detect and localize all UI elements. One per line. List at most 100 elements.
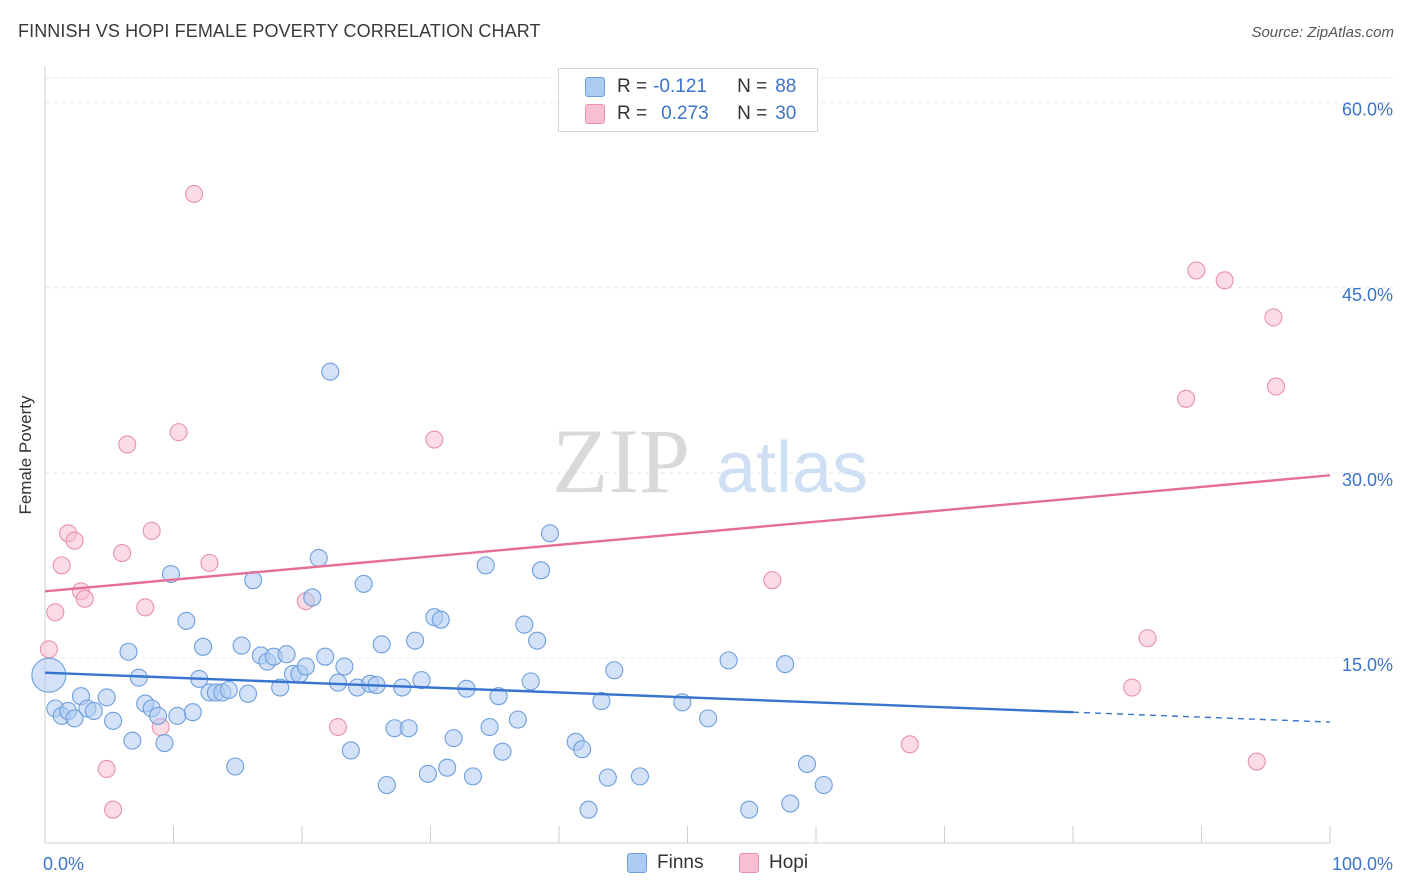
finns-point — [194, 637, 213, 656]
finns-point — [406, 631, 425, 650]
finns-point — [418, 764, 437, 783]
y-tick-label: 45.0% — [1342, 285, 1393, 305]
legend-finns-r: -0.121 — [653, 76, 707, 97]
finns-legend-label: Finns — [657, 852, 704, 873]
legend-r-label: R = — [617, 103, 648, 124]
hopi-point — [65, 531, 84, 550]
bottom-legend-hopi: Hopi — [739, 852, 808, 874]
finns-swatch — [585, 77, 605, 97]
finns-point — [781, 794, 800, 813]
trend-lines — [44, 474, 1331, 723]
finns-point — [412, 671, 431, 690]
finns-point — [149, 706, 168, 725]
hopi-point — [1266, 377, 1286, 396]
source-label: Source: ZipAtlas.com — [1251, 24, 1394, 41]
hopi-point — [185, 184, 204, 204]
watermark: ZIP atlas — [552, 410, 868, 512]
hopi-point — [75, 589, 94, 608]
finns-point — [489, 687, 508, 706]
hopi-point — [46, 603, 65, 622]
finns-point — [226, 757, 245, 776]
finns-point — [316, 647, 335, 666]
hopi-point — [1264, 308, 1283, 327]
hopi-point — [52, 556, 71, 575]
finns-point — [531, 561, 551, 580]
finns-point — [444, 729, 463, 748]
finns-point — [232, 636, 251, 655]
finns-point — [84, 701, 103, 721]
hopi-point — [425, 430, 444, 449]
finns-point — [219, 680, 238, 700]
watermark-atlas: atlas — [716, 428, 868, 508]
finns-point — [476, 556, 495, 575]
finns-point — [431, 610, 450, 629]
correlation-legend: R = -0.121 N = 88 R = 0.273 N = 30 — [558, 68, 818, 132]
finns-point — [515, 615, 534, 634]
finns-point — [372, 635, 391, 654]
finns-point — [104, 711, 123, 730]
hopi-point — [1247, 752, 1266, 771]
finns-point — [463, 767, 482, 786]
hopi-point — [39, 640, 58, 659]
hopi-swatch — [739, 853, 759, 873]
legend-row-hopi: R = 0.273 N = 30 — [585, 102, 796, 126]
bottom-legend-finns: Finns — [627, 852, 703, 874]
finns-point — [31, 657, 67, 693]
hopi-point — [1215, 271, 1234, 290]
finns-point — [296, 657, 315, 676]
finns-swatch — [627, 853, 647, 873]
finns-point — [341, 741, 360, 760]
finns-point — [605, 661, 624, 680]
hopi-point — [169, 423, 188, 442]
finns-point — [335, 657, 354, 676]
finns-point — [493, 742, 512, 761]
finns-point — [161, 564, 180, 584]
y-tick-label: 30.0% — [1342, 470, 1393, 490]
finns-point — [399, 719, 418, 738]
finns-point — [321, 362, 340, 381]
finns-point — [155, 734, 174, 753]
hopi-point — [142, 521, 161, 540]
finns-trend-line — [44, 671, 1074, 714]
hopi-point — [113, 543, 132, 563]
hopi-point — [900, 735, 919, 754]
finns-point — [303, 588, 322, 607]
finns-point — [183, 703, 202, 722]
axes — [44, 66, 1331, 844]
hopi-point — [328, 717, 348, 737]
finns-point — [699, 709, 718, 728]
hopi-point — [200, 553, 219, 572]
finns-point — [309, 548, 328, 568]
finns-point — [598, 768, 617, 787]
finns-points — [31, 362, 833, 819]
finns-point — [719, 651, 738, 670]
finns-point — [238, 684, 258, 703]
hopi-points — [39, 184, 1286, 819]
finns-point — [277, 645, 296, 664]
hopi-legend-label: Hopi — [769, 852, 809, 873]
finns-point — [354, 574, 373, 593]
finns-point — [579, 800, 598, 819]
finns-point — [177, 611, 196, 630]
hopi-trend-line — [44, 474, 1331, 593]
finns-point — [480, 717, 499, 737]
hopi-point — [1123, 678, 1142, 697]
gridlines — [45, 77, 1394, 659]
finns-trend-extension — [1072, 711, 1331, 723]
finns-point — [65, 709, 84, 728]
finns-point — [271, 678, 290, 697]
y-tick-label: 15.0% — [1342, 655, 1393, 675]
hopi-point — [763, 571, 782, 590]
x-tick-label: 0.0% — [43, 854, 84, 874]
legend-row-finns: R = -0.121 N = 88 — [585, 75, 796, 99]
hopi-swatch — [585, 104, 605, 124]
hopi-point — [1187, 261, 1206, 280]
y-tick-label: 60.0% — [1342, 100, 1393, 120]
finns-point — [573, 740, 592, 759]
hopi-point — [97, 759, 116, 779]
finns-point — [168, 706, 187, 725]
finns-point — [797, 754, 817, 774]
finns-point — [528, 631, 547, 650]
legend-finns-n: 88 — [775, 76, 797, 97]
